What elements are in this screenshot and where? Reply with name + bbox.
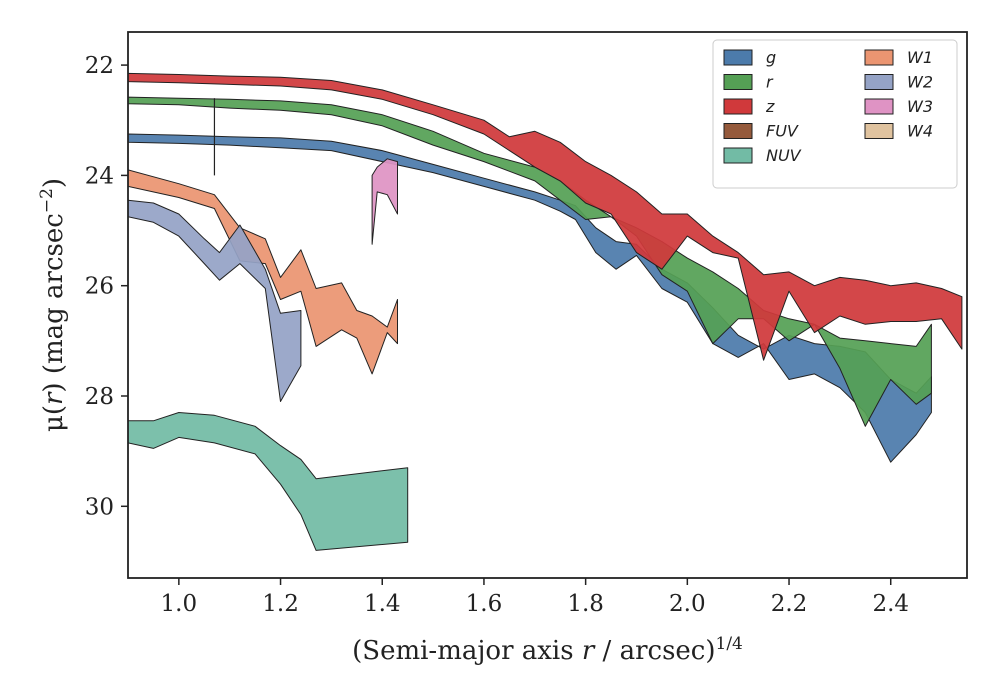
band-g [128, 133, 932, 463]
y-tick-label: 22 [85, 53, 114, 79]
x-axis-ticks: 1.0 1.2 1.4 1.6 1.8 2.0 2.2 2.4 [161, 578, 909, 617]
x-tick-label: 2.0 [669, 591, 706, 617]
x-axis-label-sup: 1/4 [716, 634, 743, 654]
y-tick-label: 26 [85, 274, 114, 300]
band-z [128, 72, 963, 361]
y-axis-label: μ(r) (mag arcsec−2) [37, 178, 69, 432]
legend-label: FUV [766, 122, 799, 141]
legend-swatch [723, 49, 753, 66]
x-tick-label: 1.2 [262, 591, 299, 617]
y-axis-label-tail: ) (mag arcsec [39, 213, 69, 392]
y-axis-label-mu: μ( [39, 405, 69, 432]
legend-box [712, 39, 958, 189]
legend-label: W3 [907, 97, 933, 116]
x-tick-label: 2.4 [872, 591, 909, 617]
legend-swatch [864, 74, 894, 90]
legend-label: z [765, 97, 775, 116]
legend-label: r [766, 73, 774, 92]
legend-swatch [864, 123, 894, 139]
legend-swatch [723, 123, 753, 139]
legend-label: g [766, 48, 776, 67]
legend-swatch [864, 49, 894, 66]
x-axis-label-var: r [582, 636, 596, 666]
y-axis-label-sup: −2 [37, 188, 57, 213]
band-w3 [371, 158, 398, 245]
y-axis-label-var: r [39, 391, 69, 405]
x-tick-label: 1.8 [567, 591, 604, 617]
x-tick-label: 1.4 [364, 591, 401, 617]
legend-label: NUV [766, 146, 802, 165]
y-tick-label: 28 [85, 384, 114, 410]
legend-label: W4 [907, 122, 933, 141]
legend-swatch [723, 147, 753, 164]
legend-label: W2 [907, 73, 933, 92]
legend-swatch [864, 98, 894, 115]
plot-frame [127, 31, 968, 579]
y-tick-label: 24 [85, 163, 114, 189]
band-nuv [128, 412, 409, 551]
legend-label: W1 [907, 48, 933, 67]
y-axis-label-close: ) [39, 178, 69, 188]
series-layer [128, 72, 963, 551]
x-axis-label-text: (Semi-major axis [352, 636, 582, 666]
x-axis-label: (Semi-major axis r / arcsec)1/4 [352, 634, 743, 666]
legend-swatch [723, 98, 753, 115]
x-tick-label: 1.6 [466, 591, 503, 617]
band-w2 [128, 199, 302, 402]
x-tick-label: 2.2 [771, 591, 808, 617]
y-axis-ticks: 22 24 26 28 30 [85, 53, 128, 520]
x-axis-label-tail: / arcsec) [594, 636, 715, 666]
legend-swatch [723, 74, 753, 90]
y-tick-label: 30 [85, 494, 114, 520]
legend: grz FUV NUV W1 W2 W3 W4 [712, 39, 958, 189]
x-tick-label: 1.0 [161, 591, 198, 617]
